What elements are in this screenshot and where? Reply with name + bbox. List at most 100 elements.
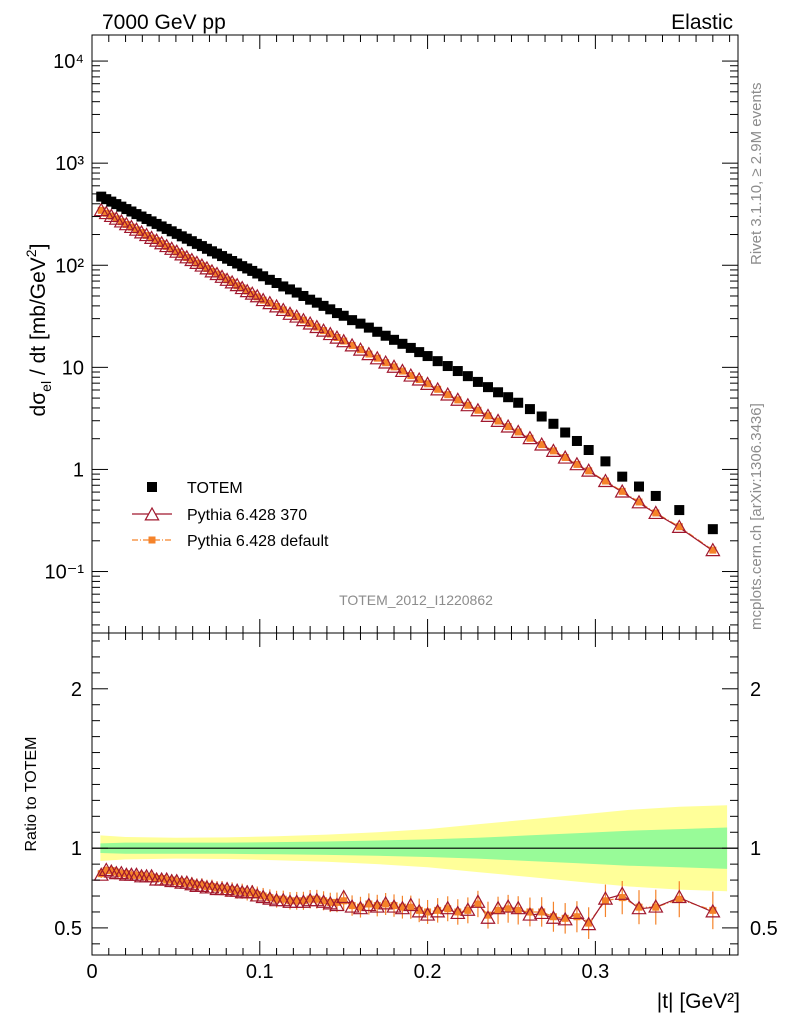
pythia-370-point — [631, 494, 647, 509]
ratio-pythia-default-point — [306, 895, 314, 903]
ratio-pythia-370-point — [557, 911, 573, 926]
totem-point — [111, 199, 122, 210]
ratio-pythia-default-point — [218, 884, 226, 892]
ratio-pythia-370-point — [336, 889, 352, 904]
pythia-default-point — [474, 406, 482, 414]
header-right-label: Elastic — [671, 11, 733, 34]
ratio-pythia-default-point — [203, 882, 211, 890]
rivet-version-label: Rivet 3.1.10, ≥ 2.9M events — [748, 83, 765, 266]
pythia-370-point — [344, 337, 360, 352]
pythia-default-point — [494, 417, 502, 425]
y-tick-label: 10 — [62, 357, 84, 379]
ratio-y-tick-label-left: 2 — [71, 679, 82, 701]
ratio-pythia-370-point — [179, 875, 195, 889]
ratio-pythia-default-point — [434, 906, 442, 914]
pythia-default-point — [514, 428, 522, 436]
ratio-pythia-default-point — [573, 913, 581, 921]
ratio-pythia-default-point — [279, 895, 287, 903]
ratio-pythia-default-point — [526, 908, 534, 916]
totem-point — [397, 338, 408, 349]
ratio-pythia-default-point — [208, 882, 216, 890]
totem-point — [442, 361, 453, 372]
pythia-370-point — [309, 319, 325, 334]
totem-point — [524, 404, 535, 415]
totem-point — [617, 471, 628, 482]
totem-point — [363, 322, 374, 333]
totem-point — [389, 334, 400, 345]
pythia-default-point — [538, 441, 546, 449]
pythia-370-point — [510, 424, 526, 439]
ratio-pythia-370-point — [329, 897, 345, 912]
pythia-default-point — [675, 523, 683, 531]
ratio-pythia-370-point — [128, 867, 145, 881]
ratio-pythia-370-point — [705, 903, 721, 918]
ratio-pythia-default-point — [299, 897, 307, 905]
totem-point — [136, 211, 147, 222]
x-tick-label: 0.3 — [581, 961, 609, 983]
ratio-pythia-370-point — [480, 910, 496, 924]
totem-point — [298, 290, 309, 301]
ratio-pythia-370-point — [411, 903, 427, 918]
ratio-pythia-default-point — [635, 903, 643, 911]
totem-point — [131, 209, 142, 220]
totem-point — [600, 456, 611, 467]
ratio-pythia-default-point — [127, 871, 135, 879]
ratio-pythia-default-point — [112, 868, 120, 876]
ratio-pythia-370-point — [255, 889, 271, 904]
totem-point — [212, 248, 223, 259]
totem-point — [264, 274, 275, 285]
ratio-pythia-default-point — [424, 908, 432, 916]
pythia-default-point — [398, 367, 406, 375]
ratio-y-axis-label: Ratio to TOTEM — [23, 737, 40, 852]
totem-point — [232, 258, 243, 269]
ratio-pythia-370-point — [597, 890, 614, 905]
pythia-370-point — [282, 306, 298, 320]
ratio-pythia-default-point — [243, 889, 251, 897]
ratio-pythia-default-point — [561, 914, 569, 922]
pythia-370-point — [614, 483, 630, 498]
pythia-370-point — [705, 542, 721, 557]
pythia-370-point — [369, 350, 385, 365]
ratio-pythia-370-point — [315, 894, 332, 908]
pythia-370-point — [545, 443, 562, 457]
pythia-370-point — [470, 402, 486, 417]
ratio-pythia-default-point — [117, 870, 125, 878]
totem-point — [472, 376, 483, 387]
pythia-370-point — [262, 295, 278, 310]
ratio-pythia-370-point — [631, 900, 647, 915]
totem-point — [96, 191, 107, 202]
ratio-pythia-default-point — [494, 906, 502, 914]
ratio-pythia-default-point — [348, 902, 356, 910]
totem-point — [222, 253, 233, 264]
totem-point — [206, 246, 217, 257]
ratio-pythia-370-point — [500, 898, 516, 913]
mcplots-label: mcplots.cern.ch [arXiv:1306.3436] — [748, 403, 765, 630]
ratio-pythia-370-point — [194, 878, 210, 892]
pythia-default-point — [365, 350, 373, 358]
pythia-370-point — [411, 371, 427, 386]
ratio-y-tick-label-right: 1 — [750, 838, 761, 860]
ratio-pythia-370-point — [440, 900, 456, 915]
totem-point — [186, 236, 197, 247]
totem-point — [176, 231, 187, 242]
totem-point — [536, 411, 547, 422]
ratio-pythia-default-point — [618, 894, 626, 902]
pythia-370-point — [275, 302, 291, 317]
pythia-default-point — [286, 309, 294, 317]
totem-point — [258, 271, 269, 282]
pythia-default-point — [526, 434, 534, 442]
pythia-370-point — [329, 329, 345, 344]
pythia-370-point — [429, 381, 446, 396]
ratio-plot-frame — [91, 632, 739, 956]
totem-point — [101, 194, 112, 205]
ratio-pythia-default-point — [193, 881, 201, 889]
totem-point — [217, 251, 228, 262]
totem-point — [161, 223, 172, 234]
pythia-370-point — [302, 315, 318, 330]
pythia-default-point — [356, 346, 364, 354]
ratio-y-tick-label-right: 2 — [750, 679, 761, 701]
pythia-370-point — [361, 346, 377, 361]
pythia-default-point — [618, 487, 626, 495]
ratio-pythia-370-point — [275, 892, 291, 907]
